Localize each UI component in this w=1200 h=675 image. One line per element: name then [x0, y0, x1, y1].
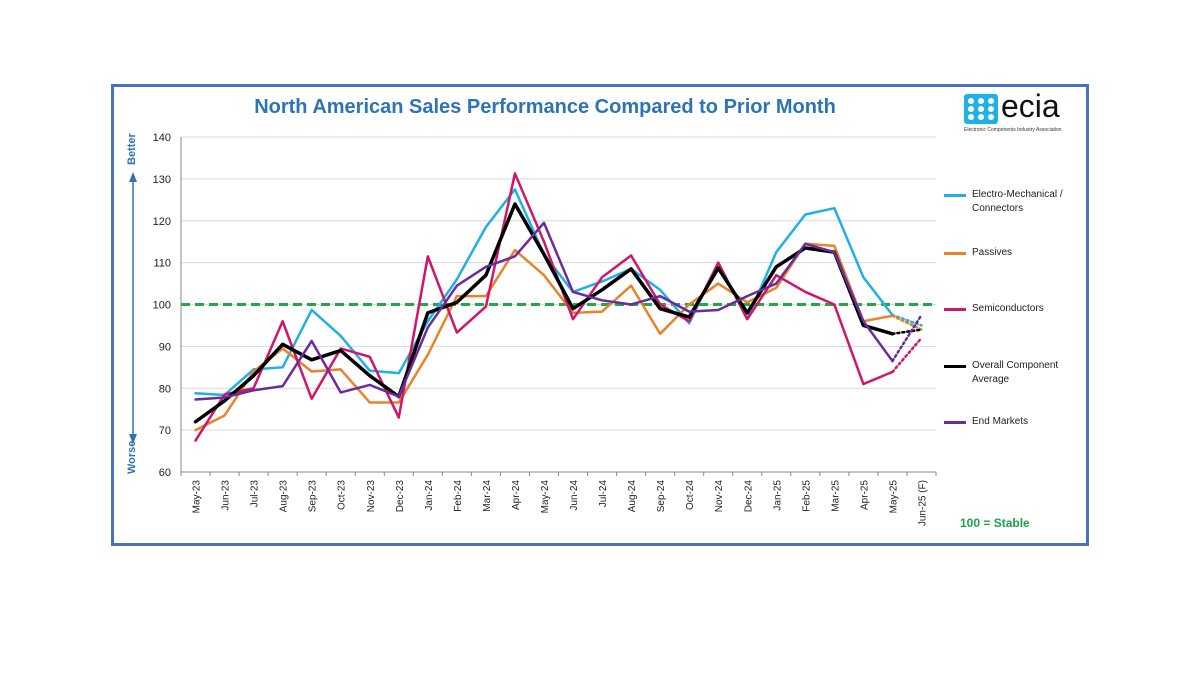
arrow-up-icon	[129, 172, 137, 182]
legend-swatch-semis	[944, 308, 966, 311]
ecia-logo: ecia Electronic Components Industry Asso…	[962, 88, 1087, 136]
y-tick-label-120: 120	[153, 216, 171, 228]
x-tick-label-8: Jan-24	[424, 480, 435, 511]
logo-subtitle: Electronic Components Industry Associati…	[964, 127, 1062, 133]
y-tick-label-100: 100	[153, 300, 171, 312]
series-forecast-endmarkets	[891, 313, 923, 363]
x-tick-label-6: Nov-23	[366, 480, 377, 513]
y-tick-label-80: 80	[159, 383, 171, 395]
legend-label-endmarkets: End Markets	[972, 416, 1029, 427]
x-tick-label-7: Dec-23	[395, 480, 406, 513]
x-tick-label-21: Feb-25	[801, 480, 812, 512]
legend-swatch-electro	[944, 194, 966, 197]
ecia-logo-icon	[964, 94, 998, 124]
series-forecast-semis	[891, 336, 923, 374]
series-line-overall	[193, 202, 895, 424]
x-tick-label-10: Mar-24	[482, 480, 493, 512]
y-tick-label-60: 60	[159, 467, 171, 479]
x-tick-label-19: Dec-24	[743, 480, 754, 513]
series-line-endmarkets	[194, 221, 894, 401]
x-tick-label-1: Jun-23	[221, 480, 232, 511]
chart-title: North American Sales Performance Compare…	[254, 96, 836, 118]
x-tick-label-14: Jul-24	[598, 480, 609, 508]
stable-note: 100 = Stable	[960, 516, 1030, 530]
y-tick-label-110: 110	[153, 258, 171, 270]
arrow-down-icon	[129, 434, 137, 444]
x-tick-label-3: Aug-23	[279, 480, 290, 513]
x-tick-label-5: Oct-23	[337, 480, 348, 510]
y-tick-label-140: 140	[153, 132, 171, 144]
better-label: Better	[126, 133, 138, 165]
x-tick-label-25: Jun-25 (F)	[917, 480, 928, 526]
logo-wordmark: ecia	[1001, 88, 1060, 124]
x-tick-label-24: May-25	[888, 480, 899, 514]
series-line-electro	[194, 188, 894, 397]
legend-label-electro: Electro-Mechanical / Connectors	[972, 189, 1063, 214]
x-tick-label-23: Apr-25	[859, 480, 870, 510]
y-tick-label-90: 90	[159, 341, 171, 353]
x-tick-label-18: Nov-24	[714, 480, 725, 513]
legend-label-passives: Passives	[972, 247, 1013, 258]
series-layer	[193, 172, 923, 442]
series-forecast-overall	[891, 328, 923, 336]
legend-swatch-endmarkets	[944, 421, 966, 424]
x-tick-label-11: Apr-24	[511, 480, 522, 510]
x-tick-label-9: Feb-24	[453, 480, 464, 512]
y-tick-label-70: 70	[159, 425, 171, 437]
x-tick-label-12: May-24	[540, 480, 551, 514]
x-tick-label-13: Jun-24	[569, 480, 580, 511]
legend-swatch-passives	[944, 252, 966, 255]
worse-label: Worse	[126, 440, 138, 474]
x-tick-label-22: Mar-25	[830, 480, 841, 512]
x-tick-label-17: Oct-24	[685, 480, 696, 510]
chart-frame	[111, 84, 1089, 546]
x-tick-label-20: Jan-25	[772, 480, 783, 511]
legend-label-overall: Overall Component Average	[972, 360, 1059, 385]
x-tick-label-2: Jul-23	[250, 480, 261, 508]
x-tick-label-16: Sep-24	[656, 480, 667, 513]
legend-swatch-overall	[944, 365, 966, 368]
x-tick-label-4: Sep-23	[308, 480, 319, 513]
series-line-passives	[194, 242, 894, 432]
axis-layer: 60 70 80 90 100 110 120 130 140 May-23 Jun-23 Jul-2…	[129, 132, 937, 526]
x-tick-label-15: Aug-24	[627, 480, 638, 513]
legend-label-semis: Semiconductors	[972, 303, 1044, 314]
grid-layer	[181, 136, 936, 473]
series-forecast-passives	[891, 314, 923, 331]
series-line-semis	[194, 172, 894, 442]
y-tick-label-130: 130	[153, 174, 171, 186]
x-tick-label-0: May-23	[192, 480, 203, 514]
